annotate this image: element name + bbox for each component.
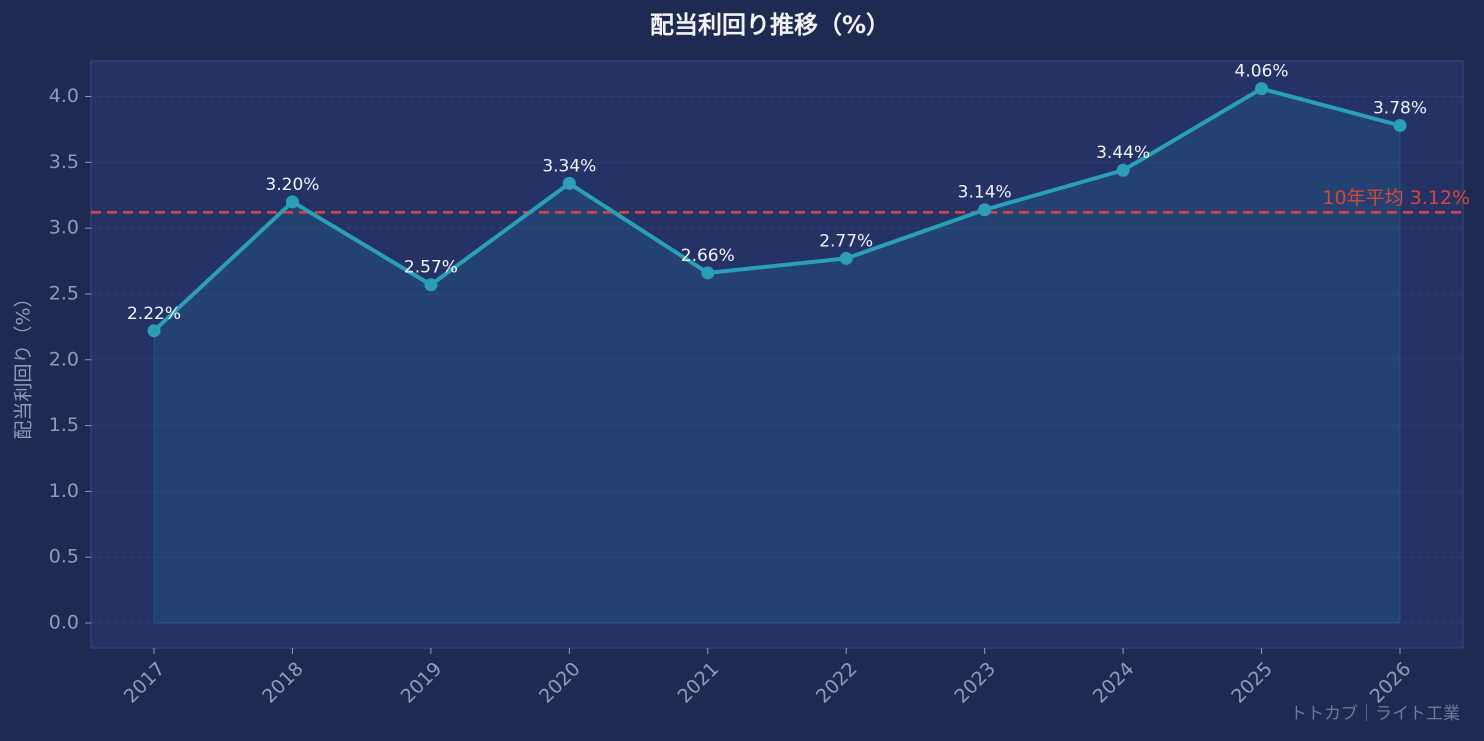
marker bbox=[1255, 82, 1269, 96]
y-tick-label: 1.0 bbox=[49, 480, 79, 502]
y-tick-label: 2.5 bbox=[49, 282, 79, 304]
value-label: 3.34% bbox=[542, 156, 596, 176]
marker bbox=[285, 195, 299, 209]
marker bbox=[701, 266, 715, 280]
value-label: 4.06% bbox=[1235, 62, 1289, 82]
y-tick-label: 3.5 bbox=[49, 151, 79, 173]
marker bbox=[1393, 118, 1407, 132]
value-label: 2.22% bbox=[127, 304, 181, 324]
marker bbox=[562, 176, 576, 190]
value-label: 3.78% bbox=[1373, 98, 1427, 118]
line bbox=[152, 86, 1401, 333]
value-label: 2.57% bbox=[404, 258, 458, 278]
value-label: 2.66% bbox=[681, 246, 735, 266]
marker bbox=[424, 278, 438, 292]
value-label: 2.77% bbox=[819, 231, 873, 251]
marker bbox=[839, 251, 853, 265]
reference-label: 10年平均 3.12% bbox=[1322, 187, 1470, 209]
y-tick-label: 0.5 bbox=[49, 546, 79, 568]
chart-title: 配当利回り推移（%） bbox=[650, 11, 890, 39]
marker bbox=[1116, 163, 1130, 177]
value-label: 3.44% bbox=[1096, 143, 1150, 163]
plot-area bbox=[90, 60, 1464, 649]
value-label: 3.20% bbox=[265, 175, 319, 195]
y-tick-label: 0.0 bbox=[49, 611, 79, 633]
y-tick-label: 2.0 bbox=[49, 348, 79, 370]
marker bbox=[147, 324, 161, 338]
y-tick-label: 4.0 bbox=[49, 85, 79, 107]
y-axis-label: 配当利回り（%） bbox=[13, 288, 35, 439]
marker bbox=[978, 203, 992, 217]
y-tick-label: 3.0 bbox=[49, 217, 79, 239]
y-tick-label: 1.5 bbox=[49, 414, 79, 436]
value-label: 3.14% bbox=[958, 183, 1012, 203]
watermark: トトカブ｜ライト工業 bbox=[1290, 703, 1460, 724]
